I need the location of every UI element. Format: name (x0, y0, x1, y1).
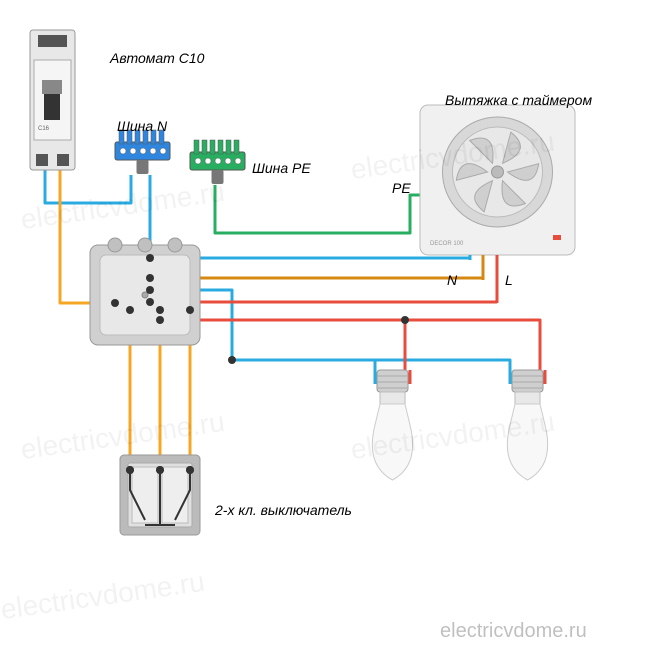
circuit-breaker: C16 (30, 30, 75, 170)
bus-bar-n (115, 130, 170, 174)
bus-n-label: Шина N (117, 118, 167, 134)
fan-label: Вытяжка с таймером (445, 92, 592, 108)
breaker-label: Автомат C10 (110, 50, 204, 66)
light-bulb-2 (507, 370, 547, 480)
switch-label: 2-х кл. выключатель (215, 502, 352, 518)
l-label: L (505, 272, 513, 288)
junction-box (90, 238, 200, 345)
bus-bar-pe (190, 140, 245, 184)
light-bulb-1 (372, 370, 412, 480)
bus-pe-label: Шина PE (252, 160, 311, 176)
pe-label: PE (392, 180, 411, 196)
n-label: N (447, 272, 457, 288)
svg-text:C16: C16 (38, 126, 50, 132)
exhaust-fan: DECOR 100 (420, 105, 575, 303)
svg-text:DECOR 100: DECOR 100 (430, 241, 464, 247)
